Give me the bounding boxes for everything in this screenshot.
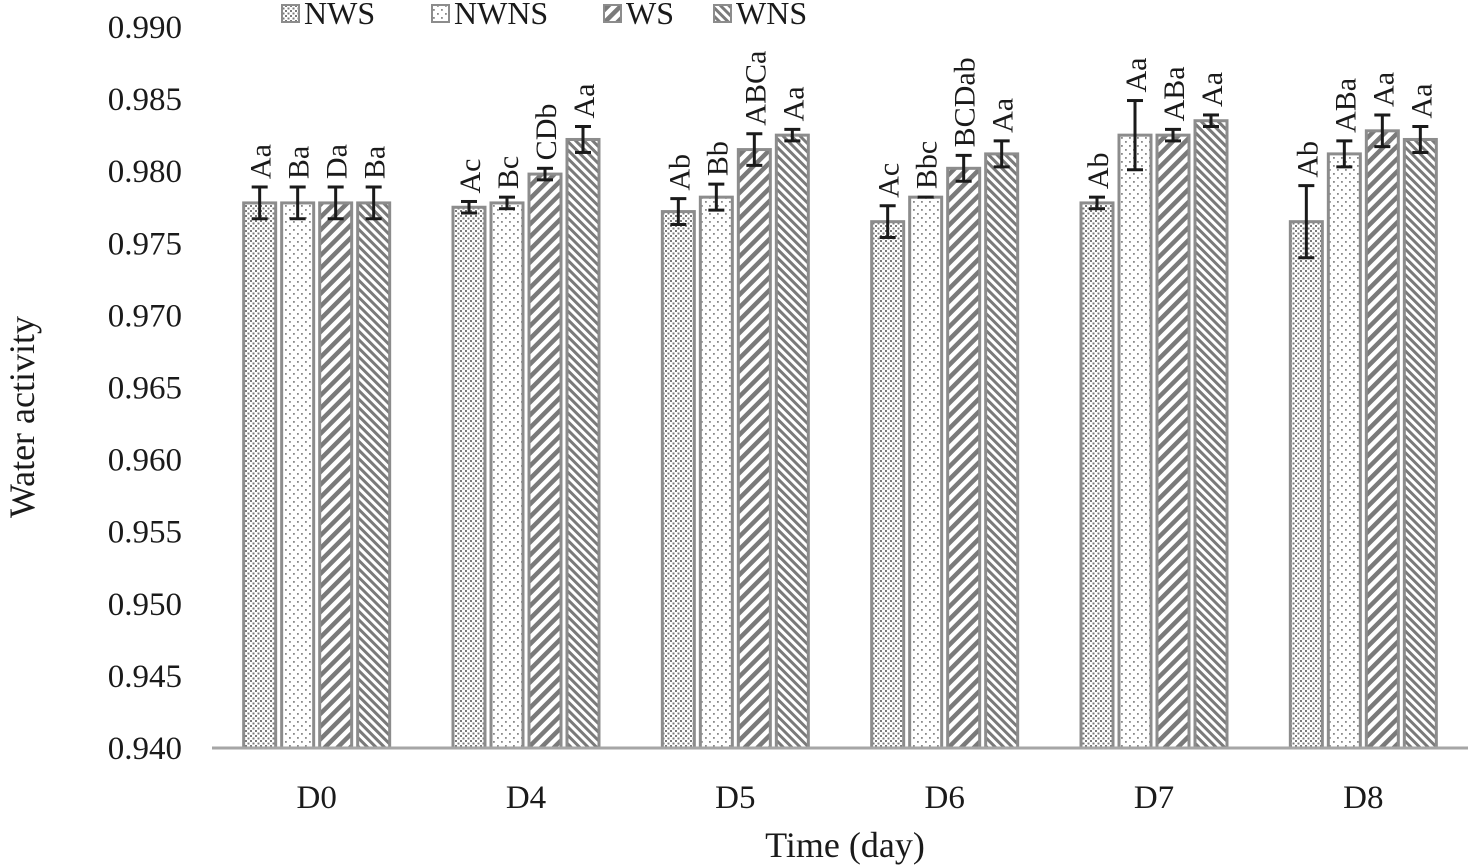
legend: NWS NWNS WS WNS	[281, 0, 807, 31]
y-tick-label: 0.975	[108, 226, 182, 262]
y-axis: 0.940 0.945 0.950 0.955 0.960 0.965 0.970 0.975…	[108, 10, 182, 767]
legend-label: NWS	[304, 0, 375, 31]
bar-ws-d7	[1155, 133, 1191, 750]
bar-nwns-d0	[280, 201, 316, 750]
significance-label: Aa	[1120, 58, 1153, 93]
significance-label: Ac	[454, 158, 487, 193]
bar-wns-d8	[1402, 137, 1438, 750]
significance-label: Ab	[1291, 141, 1324, 178]
x-tick-label: D7	[1134, 780, 1174, 816]
significance-label: Bbc	[911, 141, 944, 189]
y-tick-label: 0.980	[108, 154, 182, 190]
bar-nws-d5	[660, 210, 696, 750]
x-tick-label: D8	[1343, 780, 1383, 816]
significance-label: Ba	[359, 146, 392, 179]
significance-label: Aa	[1405, 84, 1438, 119]
y-axis-title: Water activity	[2, 316, 42, 518]
significance-label: CDb	[530, 104, 563, 161]
x-axis: D0 D4 D5 D6 D7 D8	[212, 746, 1468, 816]
legend-label: WNS	[736, 0, 807, 31]
bar-nws-d7	[1079, 201, 1115, 750]
y-tick-label: 0.945	[108, 659, 182, 695]
bar-wns-d4	[565, 137, 601, 750]
significance-label: ABa	[1158, 66, 1191, 121]
bar-nwns-d6	[908, 195, 944, 750]
bar-wns-d6	[984, 152, 1020, 750]
significance-label: Bc	[492, 156, 525, 189]
x-tick-label: D5	[715, 780, 755, 816]
x-axis-title: Time (day)	[765, 825, 925, 865]
legend-item-nwns: NWNS	[431, 0, 548, 31]
bar-wns-d0	[356, 201, 392, 750]
x-tick-label: D6	[924, 780, 964, 816]
x-tick-label: D4	[506, 780, 546, 816]
bar-ws-d4	[527, 172, 563, 750]
legend-item-ws: WS	[603, 0, 674, 31]
y-tick-label: 0.965	[108, 371, 182, 407]
y-tick-label: 0.970	[108, 298, 182, 334]
x-tick-label: D0	[296, 780, 336, 816]
bar-nwns-d7	[1117, 133, 1153, 750]
significance-label: Ac	[873, 163, 906, 198]
significance-label: Da	[321, 144, 354, 179]
significance-label: Aa	[568, 84, 601, 119]
bar-nwns-d8	[1326, 152, 1362, 750]
bar-nwns-d4	[489, 201, 525, 750]
significance-label: Aa	[777, 86, 810, 121]
legend-swatch	[431, 4, 450, 23]
y-tick-label: 0.985	[108, 82, 182, 118]
y-tick-label: 0.950	[108, 587, 182, 623]
y-tick-label: 0.955	[108, 515, 182, 551]
bar-nws-d6	[870, 220, 906, 750]
bar-ws-d0	[318, 201, 354, 750]
bar-wns-d5	[774, 133, 810, 750]
bar-ws-d6	[946, 166, 982, 750]
significance-label: Ba	[283, 146, 316, 179]
significance-label: Ab	[663, 154, 696, 191]
significance-label: ABCa	[739, 51, 772, 126]
legend-item-nws: NWS	[281, 0, 375, 31]
y-tick-label: 0.940	[108, 731, 182, 767]
significance-label: BCDab	[949, 57, 982, 147]
y-tick-label: 0.990	[108, 10, 182, 46]
bar-nws-d0	[242, 201, 278, 750]
significance-label: Aa	[1196, 72, 1229, 107]
y-tick-label: 0.960	[108, 443, 182, 479]
legend-item-wns: WNS	[713, 0, 807, 31]
significance-label: Bb	[701, 141, 734, 176]
legend-label: WS	[626, 0, 674, 31]
legend-swatch	[281, 4, 300, 23]
bar-group-d0: Aa Ba Da Ba	[242, 144, 392, 750]
significance-label: Aa	[987, 98, 1020, 133]
significance-label: ABa	[1329, 78, 1362, 133]
legend-swatch	[713, 4, 732, 23]
significance-label: Aa	[245, 144, 278, 179]
significance-label: Aa	[1367, 72, 1400, 107]
legend-label: NWNS	[454, 0, 548, 31]
bar-wns-d7	[1193, 119, 1229, 750]
bar-ws-d5	[736, 148, 772, 750]
legend-swatch	[603, 4, 622, 23]
bar-ws-d8	[1364, 129, 1400, 750]
bar-group-d7: Ab Aa ABa Aa	[1079, 58, 1229, 750]
bar-nwns-d5	[698, 195, 734, 750]
bar-nws-d8	[1288, 220, 1324, 750]
significance-label: Ab	[1082, 152, 1115, 189]
bar-nws-d4	[451, 205, 487, 750]
